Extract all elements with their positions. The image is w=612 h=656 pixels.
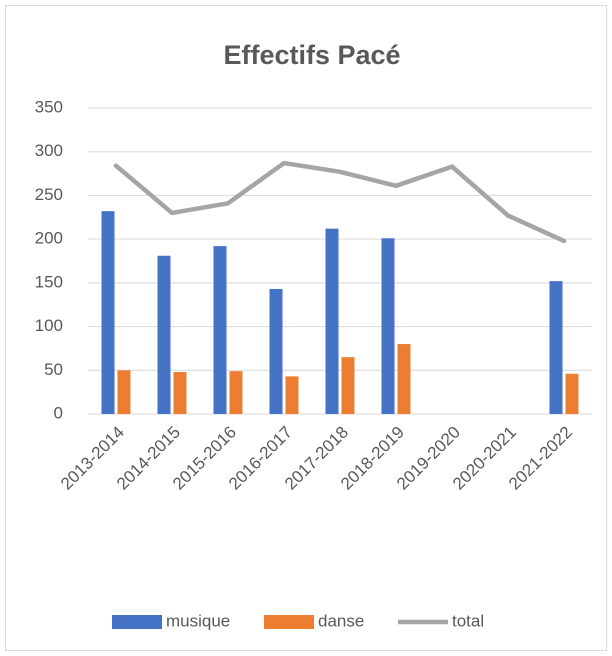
bar <box>229 371 243 414</box>
y-tick-label: 50 <box>44 360 63 379</box>
bar <box>341 357 355 414</box>
y-tick-label: 0 <box>54 403 63 422</box>
bar <box>285 376 299 414</box>
chart-frame <box>5 5 607 651</box>
bar <box>173 372 187 414</box>
bar <box>549 281 563 414</box>
y-tick-label: 200 <box>35 229 63 248</box>
y-tick-label: 150 <box>35 272 63 291</box>
bar <box>117 370 131 414</box>
legend-swatch <box>112 615 162 629</box>
legend-label: total <box>452 611 484 630</box>
bar <box>325 228 339 414</box>
bar <box>157 255 171 414</box>
legend-label: danse <box>318 611 364 630</box>
bar <box>269 288 283 414</box>
bar <box>397 344 411 414</box>
bar <box>101 211 115 414</box>
legend-label: musique <box>166 611 230 630</box>
bar <box>381 238 395 414</box>
y-tick-label: 250 <box>35 185 63 204</box>
y-tick-label: 300 <box>35 141 63 160</box>
legend-swatch <box>264 615 314 629</box>
chart-title: Effectifs Pacé <box>223 40 400 70</box>
bar <box>213 246 227 414</box>
bar <box>565 373 579 414</box>
y-tick-label: 100 <box>35 316 63 335</box>
y-tick-label: 350 <box>35 97 63 116</box>
line-series <box>113 160 567 244</box>
